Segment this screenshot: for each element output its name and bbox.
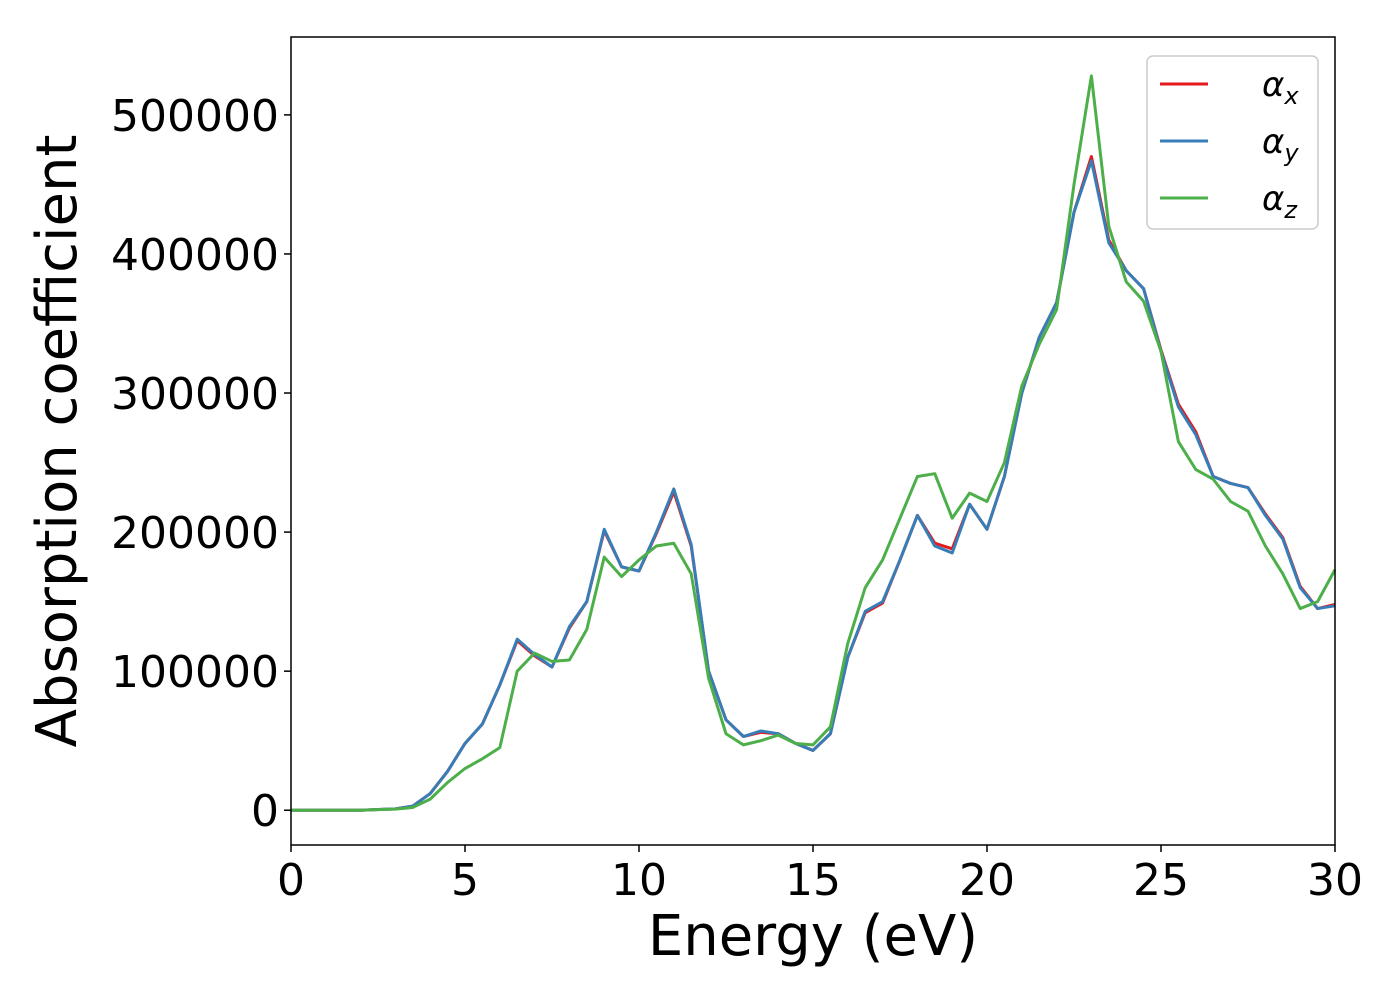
legend-label: αx bbox=[1262, 65, 1299, 110]
y-tick-label: 200000 bbox=[111, 508, 279, 559]
x-tick-label: 30 bbox=[1307, 855, 1363, 906]
x-tick-label: 20 bbox=[959, 855, 1015, 906]
series-line bbox=[291, 159, 1336, 812]
legend-label: αy bbox=[1262, 122, 1299, 167]
x-tick-label: 25 bbox=[1133, 855, 1189, 906]
y-tick-label: 0 bbox=[251, 786, 279, 837]
y-tick-label: 500000 bbox=[111, 91, 279, 142]
series-line bbox=[291, 155, 1336, 812]
x-tick-label: 15 bbox=[785, 855, 841, 906]
legend-box bbox=[1146, 55, 1319, 230]
plot-frame bbox=[290, 36, 1336, 846]
y-tick-label: 100000 bbox=[111, 647, 279, 698]
y-tick-label: 300000 bbox=[111, 369, 279, 420]
legend-label: αz bbox=[1262, 179, 1298, 224]
x-tick-label: 0 bbox=[277, 855, 305, 906]
series-line bbox=[291, 74, 1337, 812]
x-axis-label: Energy (eV) bbox=[648, 904, 978, 969]
y-tick-label: 400000 bbox=[111, 230, 279, 281]
x-tick-label: 10 bbox=[611, 855, 667, 906]
y-axis-label: Absorption coefficient bbox=[25, 135, 90, 748]
x-tick-label: 5 bbox=[451, 855, 479, 906]
